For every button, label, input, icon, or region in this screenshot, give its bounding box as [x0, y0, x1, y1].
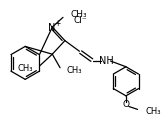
- Text: CH₃: CH₃: [145, 107, 161, 116]
- Text: Cl⁻: Cl⁻: [74, 16, 87, 25]
- Text: O: O: [122, 100, 129, 109]
- Text: NH: NH: [99, 56, 114, 66]
- Text: CH₃: CH₃: [71, 10, 87, 19]
- Text: N: N: [48, 23, 55, 33]
- Text: CH₃: CH₃: [17, 64, 33, 73]
- Text: CH₃: CH₃: [67, 66, 82, 75]
- Text: +: +: [54, 19, 60, 28]
